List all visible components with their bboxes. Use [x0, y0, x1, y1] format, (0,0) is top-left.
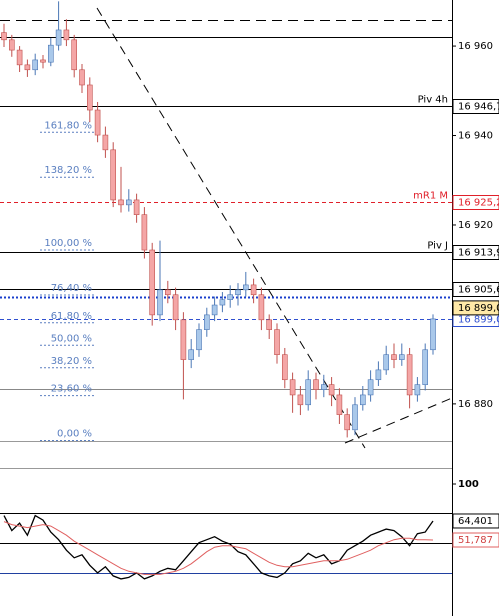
candle-body	[375, 369, 382, 381]
candle-body	[55, 29, 62, 46]
fib-label: 161,80 %	[44, 120, 92, 131]
candle-body	[414, 384, 421, 396]
osc-line	[3, 521, 434, 575]
level-label-box	[452, 99, 499, 114]
candle-body	[165, 289, 171, 296]
candle-body	[235, 289, 241, 296]
candle-body	[398, 354, 405, 360]
candle-body	[320, 384, 327, 390]
candle-body	[141, 214, 148, 251]
candle-body	[227, 294, 233, 300]
y-tick-label: 16 940	[458, 131, 493, 142]
middle-tick-label: 100	[458, 479, 479, 490]
level-label-box	[452, 245, 499, 260]
candle-body	[126, 199, 132, 206]
candle-body	[344, 414, 351, 431]
osc-label: 64,401	[458, 516, 493, 527]
level-label: 16 925,2	[458, 198, 499, 209]
candle-body	[313, 379, 319, 390]
candle-body	[196, 329, 202, 351]
osc-label: 51,787	[458, 535, 493, 546]
candle-body	[281, 354, 288, 381]
trend-line	[344, 397, 453, 444]
candle-body	[406, 354, 413, 396]
candle-body	[250, 284, 257, 296]
candle-body	[305, 379, 312, 406]
fib-label: 138,20 %	[44, 165, 92, 176]
candle-body	[391, 354, 397, 360]
candle-body	[297, 394, 304, 406]
level-name: Piv J	[427, 241, 448, 252]
candle-body	[180, 319, 187, 360]
candle-body	[188, 349, 194, 360]
last-price-box	[452, 300, 499, 316]
candle-body	[258, 294, 265, 321]
level-label: 16 946,7	[458, 102, 499, 113]
candle-body	[422, 349, 429, 385]
osc-label-box	[452, 532, 499, 548]
candle-body	[243, 284, 249, 291]
osc-label-box	[452, 513, 499, 529]
candle-body	[172, 294, 179, 321]
candle-body	[336, 394, 343, 415]
level-label-box	[452, 282, 499, 297]
candle-body	[274, 329, 280, 355]
candle-body	[16, 49, 23, 66]
fib-label: 76,40 %	[51, 283, 92, 294]
y-tick-label: 16 960	[458, 41, 493, 52]
candle-body	[9, 39, 15, 51]
last-price-label: 16 899,0	[458, 303, 499, 314]
candle-body	[133, 199, 140, 215]
candle-body	[328, 384, 335, 396]
fib-label: 23,60 %	[51, 384, 92, 395]
level-label: 16 913,9	[458, 248, 499, 259]
candle-body	[367, 379, 374, 396]
trend-line	[96, 7, 366, 449]
candle-body	[219, 299, 226, 306]
fib-label: 50,00 %	[51, 333, 92, 344]
candle-body	[40, 59, 46, 63]
fib-label: 38,20 %	[51, 356, 92, 367]
candle-body	[63, 29, 70, 41]
y-tick-label: 16 880	[458, 399, 493, 410]
fib-label: 61,80 %	[51, 311, 92, 322]
candle-body	[1, 32, 7, 41]
candle-body	[211, 304, 218, 316]
candle-body	[32, 59, 39, 71]
fib-label: 100,00 %	[44, 238, 92, 249]
candle-body	[24, 64, 31, 71]
candle-body	[204, 314, 210, 330]
candle-body	[149, 249, 155, 316]
candle-body	[118, 199, 124, 206]
candle-body	[94, 109, 101, 136]
level-name: Piv 4h	[418, 95, 448, 106]
candle-body	[102, 134, 109, 151]
candle-body	[289, 379, 296, 396]
candle-body	[430, 318, 436, 351]
y-tick-label: 16 920	[458, 220, 493, 231]
candle-body	[79, 69, 85, 86]
candle-body	[47, 44, 54, 63]
fib-label: 0,00 %	[57, 429, 92, 440]
level-name: mR1 M	[413, 191, 448, 202]
candle-body	[71, 39, 77, 71]
level-label-box	[452, 195, 499, 210]
osc-line	[3, 514, 434, 580]
candle-body	[266, 319, 273, 330]
candle-body	[359, 394, 366, 406]
candle-body	[383, 354, 390, 371]
level-label: 16 905,6	[458, 285, 499, 296]
candle-body	[157, 289, 163, 316]
candle-body	[110, 149, 116, 201]
candle-body	[87, 84, 93, 111]
level-label: 16 899,0	[458, 315, 499, 326]
candle-body	[352, 404, 358, 431]
